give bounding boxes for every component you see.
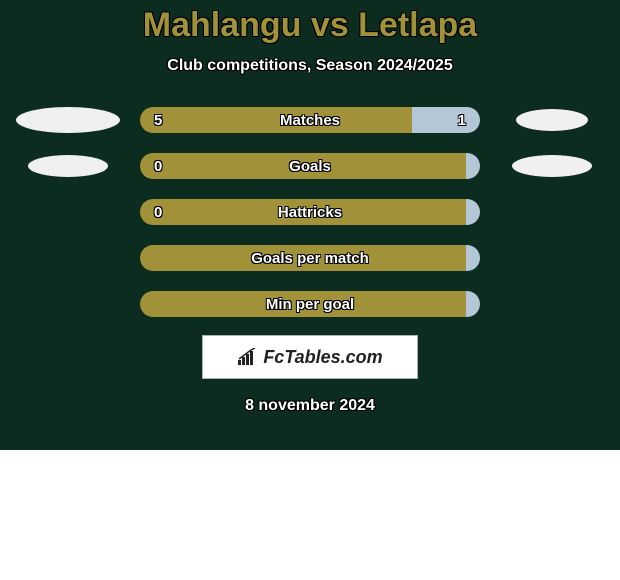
stat-bar: Goals per match — [140, 245, 480, 271]
bars-icon — [237, 348, 259, 366]
bar-left-segment: 0 — [140, 199, 466, 225]
comparison-panel: Mahlangu vs Letlapa Club competitions, S… — [0, 0, 620, 450]
bar-left-segment: 0 — [140, 153, 466, 179]
stat-row: 0Goals — [0, 153, 620, 179]
stat-row: 0Hattricks — [0, 199, 620, 225]
stat-bar: 0Goals — [140, 153, 480, 179]
page-title: Mahlangu vs Letlapa — [0, 0, 620, 45]
bar-left-segment — [140, 245, 466, 271]
stat-bar: 0Hattricks — [140, 199, 480, 225]
stat-row: Goals per match — [0, 245, 620, 271]
brand-label: FcTables.com — [237, 347, 382, 368]
date-label: 8 november 2024 — [0, 397, 620, 415]
right-value: 1 — [458, 112, 466, 129]
bar-left-segment: 5 — [140, 107, 412, 133]
left-ellipse-slot — [12, 155, 124, 177]
stat-row: Min per goal — [0, 291, 620, 317]
right-ellipse-slot — [496, 109, 608, 131]
left-ellipse-slot — [12, 107, 124, 133]
right-ellipse — [512, 155, 592, 177]
left-ellipse — [28, 155, 108, 177]
stat-bar: Min per goal — [140, 291, 480, 317]
right-ellipse-slot — [496, 155, 608, 177]
bar-right-segment — [466, 199, 480, 225]
left-value: 0 — [154, 158, 162, 175]
stat-row: 51Matches — [0, 107, 620, 133]
subtitle: Club competitions, Season 2024/2025 — [0, 57, 620, 75]
left-value: 0 — [154, 204, 162, 221]
bar-right-segment — [466, 245, 480, 271]
stat-bar: 51Matches — [140, 107, 480, 133]
bar-left-segment — [140, 291, 466, 317]
left-ellipse — [16, 107, 120, 133]
right-ellipse — [516, 109, 588, 131]
left-value: 5 — [154, 112, 162, 129]
brand-box: FcTables.com — [202, 335, 418, 379]
stat-rows: 51Matches0Goals0HattricksGoals per match… — [0, 107, 620, 317]
bar-right-segment: 1 — [412, 107, 480, 133]
bar-right-segment — [466, 153, 480, 179]
bar-right-segment — [466, 291, 480, 317]
brand-text: FcTables.com — [263, 347, 382, 368]
